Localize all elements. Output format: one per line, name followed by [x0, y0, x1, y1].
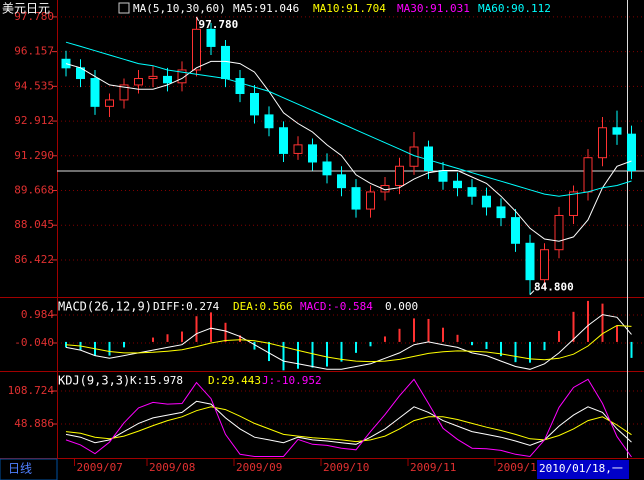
series-line	[65, 406, 632, 443]
y-tick-label: 86.422	[14, 253, 54, 266]
cursor-date: 2010/01/18,一	[539, 462, 623, 475]
legend-entry: J:-10.952	[262, 374, 322, 387]
candle-body	[554, 214, 564, 251]
x-tick-label: 2009/11	[410, 461, 456, 474]
candle-body	[264, 114, 274, 129]
candle-body	[395, 165, 404, 187]
candle-body	[105, 99, 114, 107]
candle-body	[322, 161, 332, 176]
legend-entry: MA30:91.031	[397, 2, 470, 15]
y-tick-label: 97.780	[14, 10, 54, 23]
candle-body	[569, 191, 578, 216]
candle-body	[337, 174, 346, 189]
panel-borders	[0, 0, 644, 459]
y-tick-label: -0.040	[14, 336, 54, 349]
min-marker	[529, 290, 535, 295]
legend-entry: MA60:90.112	[478, 2, 551, 15]
legend-entry: D:29.443	[208, 374, 261, 387]
y-tick-label: 0.984	[21, 308, 54, 321]
candle-body	[134, 78, 143, 86]
y-tick-label: 96.157	[14, 45, 54, 58]
x-tick-label: 2009/07	[77, 461, 123, 474]
series-line	[65, 400, 632, 446]
min-annotation: 84.800	[534, 281, 574, 294]
series-line	[65, 314, 632, 370]
candle-body	[90, 78, 100, 107]
candle-body	[221, 45, 230, 80]
candle-body	[482, 195, 491, 208]
candle-body	[308, 144, 317, 163]
legend-entry: K:15.978	[130, 374, 183, 387]
candle-body	[177, 69, 187, 84]
legend-entry: MA10:91.704	[313, 2, 386, 15]
x-tick-label: 2009/08	[149, 461, 195, 474]
y-tick-label: 108.724	[8, 384, 55, 397]
period-tab[interactable]	[0, 458, 58, 480]
series-line	[65, 378, 632, 458]
max-marker	[196, 16, 199, 22]
legend-entry: DEA:0.566	[233, 300, 293, 313]
y-tick-label: 88.045	[14, 218, 54, 231]
series-line	[65, 60, 632, 242]
panel-title: 美元日元	[2, 2, 50, 16]
series-line	[65, 324, 632, 363]
series-line	[65, 41, 632, 197]
x-tick-label: 2009/10	[323, 461, 369, 474]
candle-body	[163, 75, 172, 84]
candle-body	[351, 187, 361, 210]
candle-body	[366, 191, 375, 210]
legend-entry: MA5:91.046	[233, 2, 299, 15]
legend-entry: 0.000	[385, 300, 418, 313]
candle-body	[61, 58, 71, 69]
candle-body	[293, 144, 303, 154]
candle-body	[583, 157, 593, 193]
y-tick-label: 89.668	[14, 183, 54, 196]
legend-entry: DIFF:0.274	[153, 300, 220, 313]
candle-body	[467, 187, 477, 197]
candle-body	[612, 127, 622, 135]
max-annotation: 97.780	[199, 18, 239, 31]
candle-body	[148, 75, 158, 80]
candle-body	[250, 93, 259, 116]
candle-body	[511, 217, 520, 244]
y-tick-label: 94.535	[14, 79, 54, 92]
panel-title: MACD(26,12,9)	[58, 300, 152, 314]
x-tick-label: 2009/1	[497, 461, 537, 474]
y-tick-label: 92.912	[14, 114, 54, 127]
period-label[interactable]: 日线	[8, 462, 32, 476]
candle-body	[279, 127, 288, 154]
candle-body	[206, 28, 216, 47]
y-tick-label: 48.886	[14, 417, 54, 430]
legend-entry: MACD:-0.584	[300, 300, 373, 313]
candle-body	[598, 127, 607, 159]
candle-body	[453, 180, 462, 189]
candle-body	[540, 249, 549, 281]
panel-title: KDJ(9,3,3)	[58, 374, 130, 388]
candle-body	[496, 206, 506, 219]
x-tick-label: 2009/09	[236, 461, 282, 474]
candle-body	[235, 78, 245, 95]
ma-icon[interactable]	[118, 2, 130, 14]
indicator-label: MA(5,10,30,60)	[133, 2, 226, 15]
candle-body	[192, 28, 201, 71]
y-tick-label: 91.290	[14, 149, 54, 162]
cursor-date-box	[537, 460, 629, 479]
candle-body	[627, 133, 636, 172]
candle-body	[438, 170, 448, 182]
candle-body	[119, 84, 129, 101]
candle-body	[525, 242, 535, 281]
